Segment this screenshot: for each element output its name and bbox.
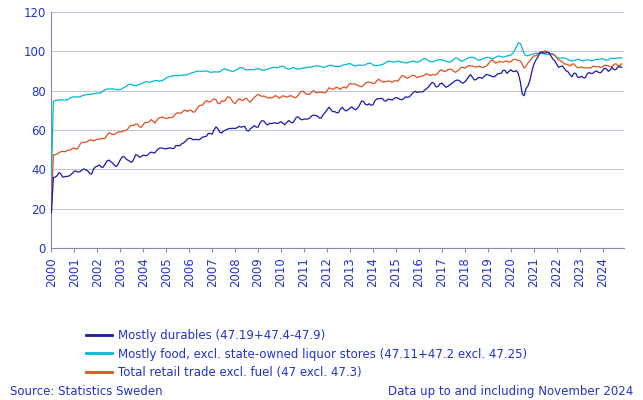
Text: Data up to and including November 2024: Data up to and including November 2024 bbox=[388, 385, 633, 398]
Legend: Mostly durables (47.19+47.4-47.9), Mostly food, excl. state-owned liquor stores : Mostly durables (47.19+47.4-47.9), Mostl… bbox=[86, 330, 527, 379]
Text: Source: Statistics Sweden: Source: Statistics Sweden bbox=[10, 385, 162, 398]
